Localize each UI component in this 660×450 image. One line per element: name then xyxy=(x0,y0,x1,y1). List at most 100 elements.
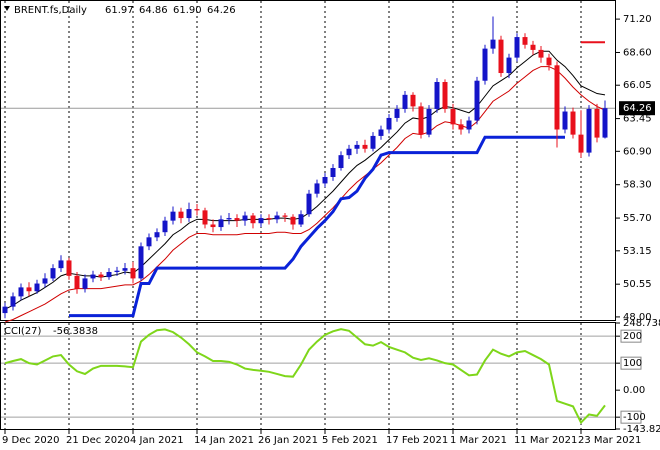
x-tick-label: 17 Feb 2021 xyxy=(386,435,448,446)
x-tick-label: 23 Mar 2021 xyxy=(578,435,641,446)
candle-body xyxy=(266,218,272,220)
x-tick-label: 9 Dec 2020 xyxy=(2,435,60,446)
candle-body xyxy=(490,39,496,49)
candle-body xyxy=(514,37,520,58)
candle-body xyxy=(178,211,184,219)
candle-body xyxy=(202,210,208,225)
y-tick-label: 71.20 xyxy=(623,14,652,25)
candle-body xyxy=(162,220,168,233)
candle-body xyxy=(330,168,336,177)
candle-body xyxy=(370,135,376,149)
candle-body xyxy=(442,82,448,109)
y-tick-label: 53.15 xyxy=(623,246,652,257)
x-tick-label: 14 Jan 2021 xyxy=(194,435,254,446)
candle-body xyxy=(258,218,264,224)
candle-body xyxy=(154,232,160,238)
y-tick-label: 200 xyxy=(623,331,642,342)
level-label-box xyxy=(620,329,642,343)
candle-body xyxy=(362,144,368,149)
candle-body xyxy=(82,278,88,289)
candle-body xyxy=(346,148,352,156)
candle-body xyxy=(98,274,104,278)
candle-body xyxy=(506,57,512,74)
candle-body xyxy=(466,120,472,130)
y-tick-label: 60.90 xyxy=(623,146,652,157)
candle-body xyxy=(322,176,328,184)
candle-body xyxy=(90,274,96,279)
candle-body xyxy=(394,108,400,118)
y-tick-label: 55.70 xyxy=(623,213,652,224)
y-tick-label: 48.00 xyxy=(623,312,652,323)
current-price-label: 64.26 xyxy=(623,103,652,114)
candle-body xyxy=(426,108,432,135)
cci-last-value: -56.3838 xyxy=(53,326,98,337)
candle-body xyxy=(586,108,592,153)
cci-title: CCI(27) xyxy=(4,326,42,337)
candle-body xyxy=(130,268,136,279)
candle-body xyxy=(338,155,344,169)
candle-body xyxy=(146,237,152,247)
candle-body xyxy=(10,296,16,307)
candle-body xyxy=(42,278,48,284)
indicator-line xyxy=(69,135,565,318)
candle-body xyxy=(106,271,112,278)
candle-body xyxy=(354,144,360,149)
header: BRENT.fs,Daily xyxy=(14,5,87,16)
candle-body xyxy=(242,215,248,221)
candle-body xyxy=(378,129,384,136)
candle-body xyxy=(594,108,600,138)
candle-body xyxy=(578,134,584,153)
y-tick-label: 0.00 xyxy=(623,385,645,396)
candle-body xyxy=(250,215,256,224)
y-tick-label: 63.45 xyxy=(623,114,652,125)
candle-body xyxy=(450,108,456,125)
candle-body xyxy=(434,82,440,109)
y-tick-label: 248.7386 xyxy=(623,318,660,329)
candle-body xyxy=(570,111,576,135)
candle-body xyxy=(290,216,296,225)
header-quote: 61.90 xyxy=(173,5,202,16)
candle-body xyxy=(538,49,544,58)
candle-body xyxy=(274,215,280,220)
y-tick-label: 68.60 xyxy=(623,47,652,58)
level-label-box xyxy=(620,356,642,370)
x-tick-label: 4 Jan 2021 xyxy=(130,435,184,446)
candle-body xyxy=(298,214,304,225)
candle-body xyxy=(402,94,408,109)
candle-body xyxy=(482,48,488,81)
candle-body xyxy=(546,57,552,66)
candle-body xyxy=(74,275,80,289)
price-panel xyxy=(0,0,616,321)
candle-body xyxy=(26,287,32,292)
indicator-line xyxy=(4,66,606,323)
candle-body xyxy=(458,124,464,130)
header-quote: 64.86 xyxy=(139,5,168,16)
candle-body xyxy=(314,183,320,194)
candle-body xyxy=(186,209,192,219)
candle-body xyxy=(218,219,224,228)
candle-body xyxy=(138,246,144,279)
header-quote: 61.97 xyxy=(105,5,134,16)
candle-body xyxy=(306,193,312,215)
y-tick-label: 66.05 xyxy=(623,80,652,91)
candle-body xyxy=(194,209,200,211)
x-tick-label: 26 Jan 2021 xyxy=(258,435,318,446)
cci-panel xyxy=(0,322,616,430)
candle-body xyxy=(418,106,424,135)
header-quote: 64.26 xyxy=(207,5,236,16)
x-tick-label: 5 Feb 2021 xyxy=(322,435,378,446)
candle-body xyxy=(18,287,24,297)
indicator-line xyxy=(4,50,606,310)
candle-body xyxy=(114,270,120,272)
y-tick-label: 58.30 xyxy=(623,180,652,191)
candle-body xyxy=(522,37,528,45)
candle-body xyxy=(58,260,64,269)
candle-body xyxy=(410,94,416,107)
candle-body xyxy=(34,283,40,292)
candle-body xyxy=(498,39,504,74)
candle-body xyxy=(170,211,176,221)
candle-body xyxy=(602,108,608,138)
candle-body xyxy=(50,268,56,279)
candle-body xyxy=(2,306,8,314)
